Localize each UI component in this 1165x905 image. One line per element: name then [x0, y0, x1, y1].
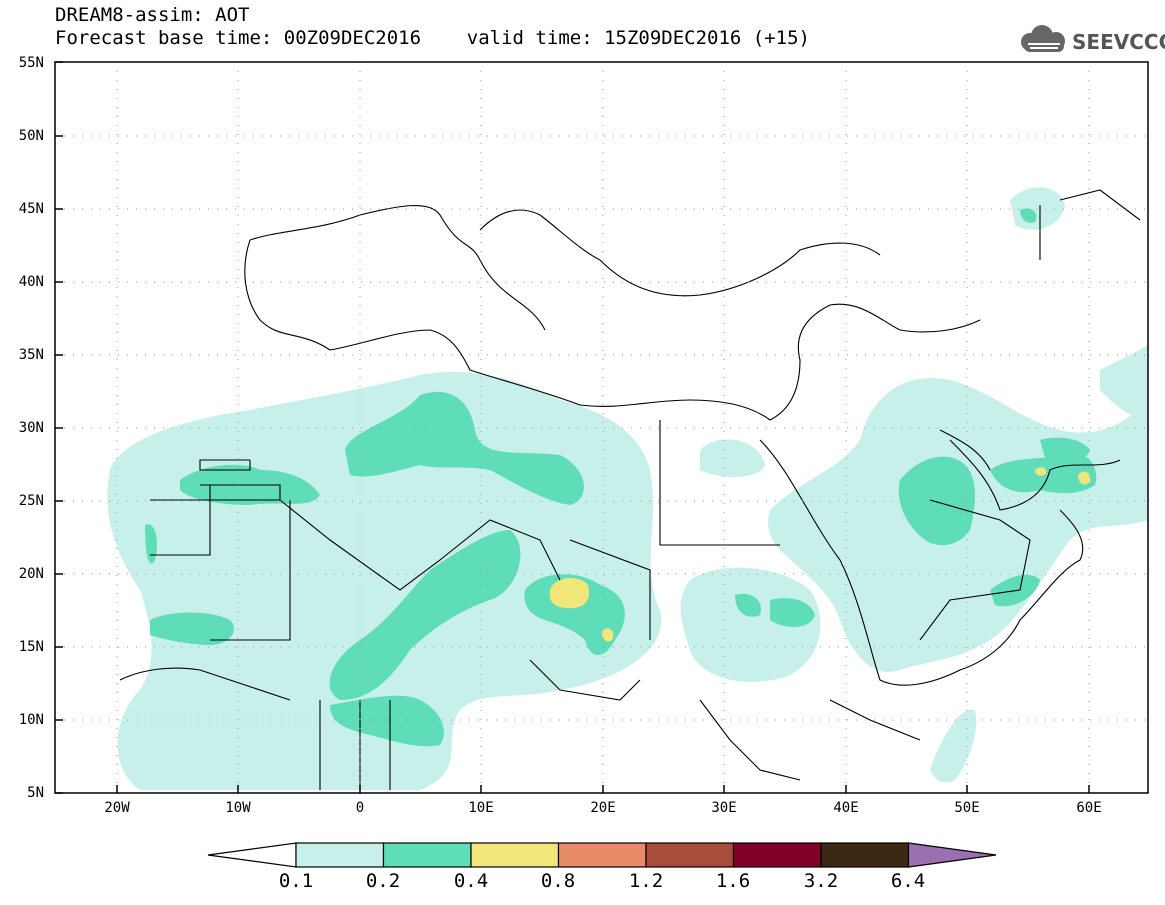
lat-label: 20N [18, 566, 44, 582]
lon-label: 10E [468, 800, 494, 816]
colorbar-box [382, 842, 472, 868]
lat-label: 40N [18, 274, 44, 290]
lat-label: 35N [18, 347, 44, 363]
lon-label: 60E [1076, 800, 1102, 816]
colorbar [207, 842, 997, 868]
colorbar-box [557, 842, 647, 868]
aot-band-0.2-0.4 [145, 208, 1097, 747]
lon-label: 40E [833, 800, 859, 816]
lon-label: 20E [590, 800, 616, 816]
colorbar-label: 1.2 [628, 870, 664, 892]
colorbar-box [470, 842, 560, 868]
colorbar-label: 1.6 [715, 870, 751, 892]
lon-label: 50E [954, 800, 980, 816]
lon-label: 20W [104, 800, 130, 816]
title-line-1: DREAM8-assim: AOT [55, 4, 250, 26]
colorbar-label: 3.2 [803, 870, 839, 892]
colorbar-box [295, 842, 385, 868]
lat-label: 5N [27, 785, 44, 801]
coastline-borders [55, 62, 1141, 793]
logo-text: SEEVCCC [1072, 30, 1165, 54]
lon-label: 10W [225, 800, 251, 816]
colorbar-box [732, 842, 822, 868]
title-line-2: Forecast base time: 00Z09DEC2016 valid t… [55, 27, 810, 49]
colorbar-under-triangle [207, 842, 297, 868]
colorbar-label: 0.8 [540, 870, 576, 892]
colorbar-over-triangle [907, 842, 997, 868]
colorbar-box [645, 842, 735, 868]
lat-label: 15N [18, 639, 44, 655]
colorbar-label: 0.4 [453, 870, 489, 892]
lat-label: 10N [18, 712, 44, 728]
aot-band-0.4-0.8 [549, 467, 1091, 642]
colorbar-label: 0.2 [365, 870, 401, 892]
lat-label: 30N [18, 420, 44, 436]
colorbar-box [820, 842, 910, 868]
colorbar-label: 6.4 [890, 870, 926, 892]
colorbar-label: 0.1 [278, 870, 314, 892]
axis-ticks [55, 61, 1090, 794]
lat-label: 25N [18, 493, 44, 509]
seevccc-cloud-logo-icon [1021, 25, 1065, 52]
lat-label: 45N [18, 201, 44, 217]
lat-label: 50N [18, 128, 44, 144]
lon-label: 0 [355, 800, 365, 816]
lat-label: 55N [18, 55, 44, 71]
lon-label: 30E [711, 800, 737, 816]
